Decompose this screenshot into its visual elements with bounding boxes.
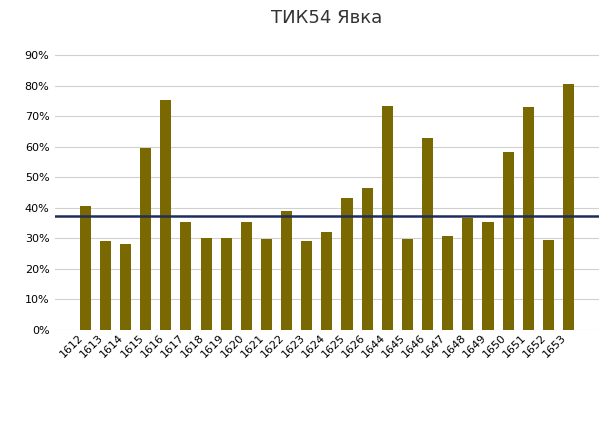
Bar: [543, 240, 554, 330]
Bar: [483, 222, 494, 330]
Bar: [463, 218, 474, 330]
Bar: [321, 232, 332, 330]
Bar: [563, 84, 574, 330]
Bar: [402, 239, 413, 330]
Bar: [382, 107, 393, 330]
Bar: [523, 107, 534, 330]
Bar: [342, 198, 353, 330]
Bar: [503, 152, 514, 330]
Bar: [281, 211, 292, 330]
Bar: [241, 222, 252, 330]
Bar: [261, 239, 272, 330]
Bar: [422, 137, 433, 330]
Bar: [442, 236, 453, 330]
Bar: [221, 238, 232, 330]
Bar: [120, 244, 131, 330]
Bar: [362, 188, 373, 330]
Bar: [79, 206, 91, 330]
Title: ТИК54 Явка: ТИК54 Явка: [271, 9, 382, 27]
Bar: [160, 100, 171, 330]
Bar: [100, 242, 111, 330]
Bar: [180, 222, 191, 330]
Bar: [200, 238, 211, 330]
Bar: [140, 148, 151, 330]
Bar: [301, 241, 312, 330]
